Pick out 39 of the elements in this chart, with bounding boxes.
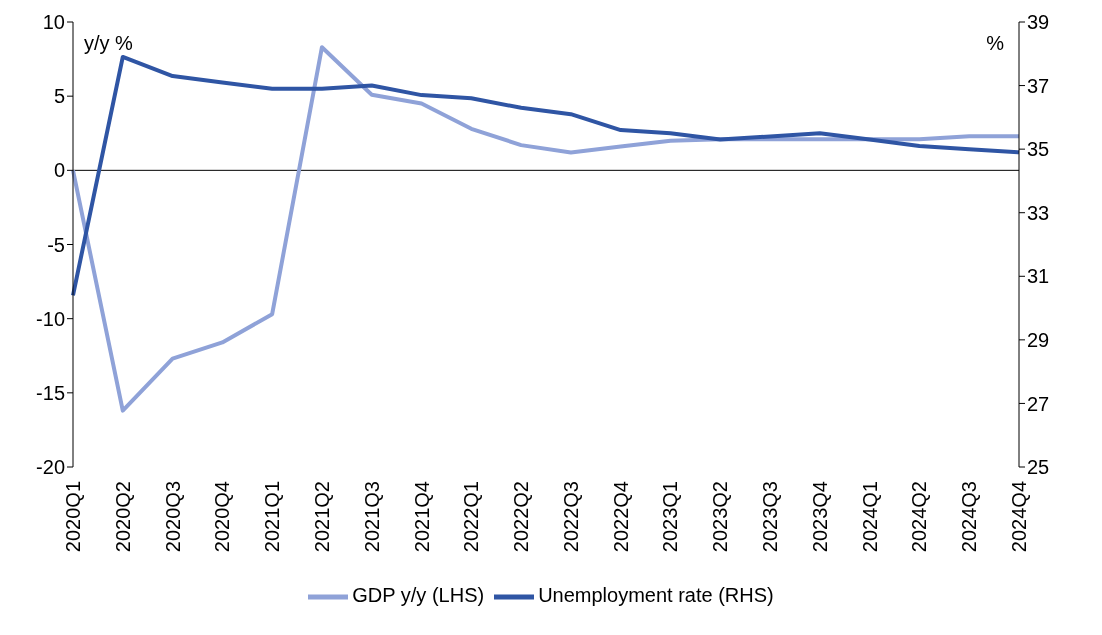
legend-label: GDP y/y (LHS) [352, 584, 485, 607]
x-tick-label: 2024Q1 [858, 481, 881, 553]
x-tick-label: 2022Q3 [559, 481, 582, 553]
x-tick-label: 2021Q2 [310, 481, 333, 553]
x-tick-label: 2021Q4 [410, 481, 433, 553]
x-tick-label: 2024Q2 [908, 481, 931, 553]
x-tick-label: 2024Q4 [1008, 481, 1030, 553]
y-tick-label: 5 [53, 85, 65, 108]
y2-tick-label: 35 [1027, 138, 1050, 161]
y2-tick-label: 25 [1027, 456, 1050, 479]
y-tick-label: -10 [36, 307, 65, 330]
x-tick-label: 2023Q2 [709, 481, 732, 553]
y-tick-label: -15 [36, 381, 65, 404]
x-tick-label: 2023Q1 [659, 481, 682, 553]
x-tick-label: 2021Q1 [261, 481, 284, 553]
y2-tick-label: 31 [1027, 265, 1050, 288]
x-tick-label: 2021Q3 [360, 481, 383, 553]
y-axis-title: y/y % [84, 32, 133, 55]
y-tick-label: -5 [47, 233, 65, 256]
x-tick-label: 2023Q4 [808, 481, 831, 553]
x-tick-label: 2020Q1 [62, 481, 84, 553]
x-tick-label: 2020Q4 [211, 481, 234, 553]
legend-label: Unemployment rate (RHS) [538, 584, 774, 607]
x-tick-label: 2022Q4 [609, 481, 632, 553]
y2-tick-label: 27 [1027, 392, 1050, 415]
x-tick-label: 2022Q2 [510, 481, 533, 553]
x-tick-label: 2022Q1 [460, 481, 483, 553]
y-tick-label: 0 [53, 159, 65, 182]
y2-tick-label: 29 [1027, 328, 1050, 351]
x-tick-label: 2020Q2 [111, 481, 134, 553]
x-tick-label: 2020Q3 [161, 481, 184, 553]
y-tick-label: 10 [42, 11, 65, 34]
y2-tick-label: 33 [1027, 201, 1050, 224]
y2-tick-label: 39 [1027, 11, 1050, 34]
y-tick-label: -20 [36, 456, 65, 479]
y2-axis-title: % [986, 32, 1004, 55]
y2-tick-label: 37 [1027, 74, 1050, 97]
x-tick-label: 2024Q3 [958, 481, 981, 553]
x-tick-label: 2023Q3 [759, 481, 782, 553]
